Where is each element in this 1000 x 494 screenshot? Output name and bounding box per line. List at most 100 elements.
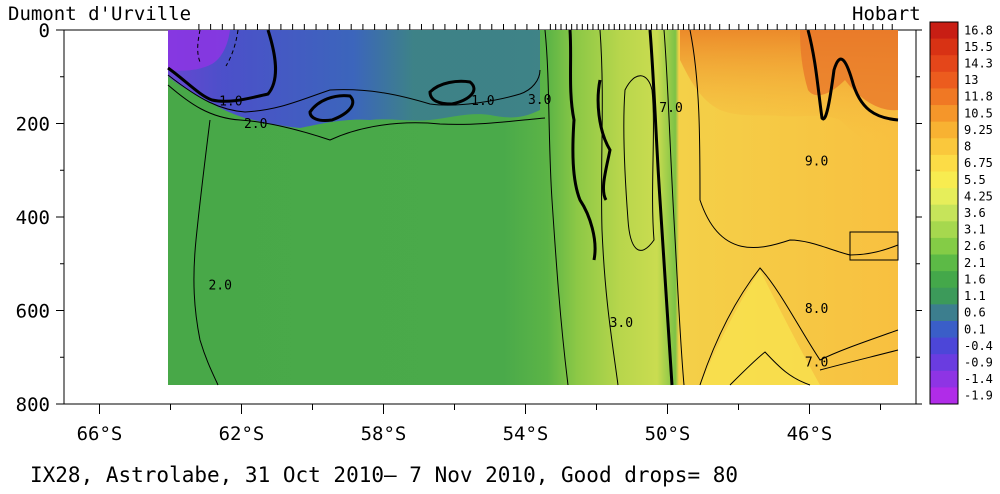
contour-7-0-front bbox=[648, 29, 674, 386]
colorbar-swatch bbox=[930, 320, 958, 339]
colorbar-label: 11.8 bbox=[964, 90, 993, 104]
colorbar-swatch bbox=[930, 287, 958, 305]
contour-8-0 bbox=[699, 267, 899, 386]
colorbar-label: 1.1 bbox=[964, 289, 986, 303]
colorbar-label: 4.25 bbox=[964, 189, 993, 203]
colorbar-label: 13 bbox=[964, 73, 978, 87]
colorbar-label: -0.4 bbox=[964, 339, 993, 353]
colorbar-swatch bbox=[930, 337, 958, 355]
x-tick-label: 58°S bbox=[361, 423, 407, 445]
contour-label: 7.0 bbox=[805, 356, 828, 371]
colorbar-label: -0.9 bbox=[964, 355, 993, 369]
colorbar-frame bbox=[929, 21, 959, 405]
contour-7-0-front-b bbox=[663, 29, 685, 386]
left-station-label: Dumont d'Urville bbox=[8, 3, 191, 25]
colorbar-swatch bbox=[930, 154, 958, 172]
colorbar-swatch bbox=[930, 171, 958, 189]
y-tick-label: 600 bbox=[16, 301, 50, 323]
contour-1-0-blob-b bbox=[428, 79, 476, 106]
colorbar-swatch bbox=[930, 354, 958, 372]
y-axis: 0 200 400 600 800 bbox=[16, 20, 922, 416]
contour-2-0-lower bbox=[193, 119, 219, 386]
colorbar-swatch bbox=[930, 304, 958, 322]
contour-1-0-thin bbox=[167, 69, 541, 113]
colorbar-label: 14.3 bbox=[964, 57, 993, 71]
contour-3-0-front bbox=[544, 29, 569, 386]
contour-1-0-left bbox=[167, 29, 278, 103]
colorbar-swatch bbox=[930, 271, 958, 289]
contour-label: 1.0 bbox=[471, 94, 494, 109]
colorbar-label: 2.1 bbox=[964, 256, 986, 270]
colorbar-label: 16.8 bbox=[964, 23, 993, 37]
contour-labels: 1.02.01.0 3.07.09.02.08.03.07.0 bbox=[208, 93, 828, 371]
x-tick-label: 50°S bbox=[645, 423, 691, 445]
colorbar-swatch bbox=[930, 38, 958, 56]
contour-label: 8.0 bbox=[805, 302, 828, 317]
colorbar-label: 9.25 bbox=[964, 123, 993, 137]
right-station-label: Hobart bbox=[852, 3, 921, 25]
contour-10-5-thick bbox=[806, 29, 899, 122]
colorbar-label: 5.5 bbox=[964, 173, 986, 187]
cruise-footer: IX28, Astrolabe, 31 Oct 2010– 7 Nov 2010… bbox=[30, 463, 738, 487]
contour-1-0-blob-a bbox=[308, 94, 355, 122]
contour-lines bbox=[167, 29, 899, 386]
x-axis: 66°S 62°S 58°S 54°S 50°S 46°S bbox=[77, 404, 881, 445]
colorbar-swatch bbox=[930, 204, 958, 222]
contour-label: 1.0 bbox=[219, 95, 242, 110]
contour-7-0-right bbox=[819, 349, 899, 371]
colorbar-label: 0.6 bbox=[964, 306, 986, 320]
y-tick-label: 800 bbox=[16, 394, 50, 416]
contour-3-0-front-b bbox=[599, 29, 619, 386]
colorbar-label: 2.6 bbox=[964, 239, 986, 253]
y-tick-label: 400 bbox=[16, 207, 50, 229]
colorbar: 16.8 15.5 14.3 13 11.8 10.5 9.25 8 6.75 5.5 4.25 3.… bbox=[929, 21, 993, 405]
x-tick-label: 46°S bbox=[787, 423, 833, 445]
colorbar-swatch bbox=[930, 387, 958, 405]
contour-4-0-thick bbox=[568, 29, 612, 261]
colorbar-label: 6.75 bbox=[964, 156, 993, 170]
contour-7-0 bbox=[729, 351, 811, 386]
colorbar-label: 10.5 bbox=[964, 106, 993, 120]
contour-label: 2.0 bbox=[208, 278, 231, 293]
x-tick-label: 66°S bbox=[77, 423, 123, 445]
colorbar-swatch bbox=[930, 221, 958, 239]
colorbar-label: 8 bbox=[964, 140, 971, 154]
contour-label: 2.0 bbox=[244, 117, 267, 132]
colorbar-swatch bbox=[930, 121, 958, 139]
x-tick-label: 54°S bbox=[503, 423, 549, 445]
colorbar-swatch bbox=[930, 22, 958, 40]
colorbar-swatch bbox=[930, 55, 958, 73]
contour-label: 3.0 bbox=[528, 93, 551, 108]
colorbar-label: 3.6 bbox=[964, 206, 986, 220]
contour-label: 3.0 bbox=[610, 316, 633, 331]
colorbar-label: -1.4 bbox=[964, 372, 993, 386]
colorbar-swatch bbox=[930, 370, 958, 388]
colorbar-swatch bbox=[930, 138, 958, 156]
colorbar-label: 1.6 bbox=[964, 272, 986, 286]
contour-label: 7.0 bbox=[659, 101, 682, 116]
coldest-core bbox=[168, 30, 230, 71]
contour-2-0 bbox=[167, 84, 546, 141]
contour-9-0 bbox=[689, 29, 899, 256]
colorbar-label: 3.1 bbox=[964, 223, 986, 237]
yellow-intrusion bbox=[700, 270, 820, 385]
data-field bbox=[168, 30, 898, 385]
contour-box bbox=[849, 231, 899, 261]
y-tick-label: 200 bbox=[16, 114, 50, 136]
colorbar-swatch bbox=[930, 105, 958, 123]
colorbar-label: -1.9 bbox=[964, 389, 993, 403]
colorbar-swatch bbox=[930, 237, 958, 256]
colorbar-swatch bbox=[930, 88, 958, 106]
colorbar-label: 15.5 bbox=[964, 40, 993, 54]
y-tick-label: 0 bbox=[39, 20, 50, 42]
colorbar-swatch bbox=[930, 71, 958, 89]
colorbar-swatch bbox=[930, 188, 958, 206]
x-tick-label: 62°S bbox=[219, 423, 265, 445]
drop-ticks bbox=[198, 24, 893, 30]
colorbar-label: 0.1 bbox=[964, 322, 986, 336]
colorbar-swatch bbox=[930, 254, 958, 272]
contour-label: 9.0 bbox=[805, 155, 828, 170]
contour-5-0-loop bbox=[623, 75, 655, 251]
contour-dashed bbox=[197, 29, 239, 67]
